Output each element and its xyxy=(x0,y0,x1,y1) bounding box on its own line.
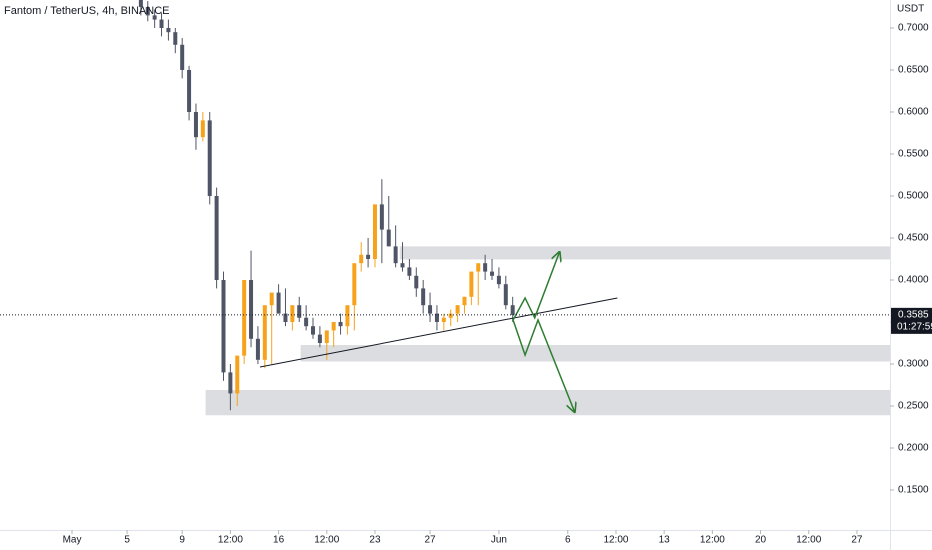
candle-body xyxy=(345,305,350,327)
candle-body xyxy=(496,275,501,285)
trendline xyxy=(259,297,618,368)
candle-body xyxy=(187,69,192,112)
candle-body xyxy=(166,27,171,33)
x-tick-label: 12:00 xyxy=(603,535,628,546)
last-price-box xyxy=(891,307,932,334)
candle-body xyxy=(366,254,371,259)
candle-body xyxy=(483,263,488,272)
y-tick-label: 0.5000 xyxy=(898,191,929,202)
candle-body xyxy=(372,204,377,259)
candle-body xyxy=(242,279,247,356)
candle-body xyxy=(338,321,343,327)
candle-body xyxy=(311,326,316,335)
x-tick-label: 13 xyxy=(659,535,671,546)
x-tick-label: 16 xyxy=(273,535,285,546)
candle-body xyxy=(249,279,254,339)
candle-body xyxy=(228,372,233,394)
candle-body xyxy=(331,321,336,331)
candle-body xyxy=(407,267,412,276)
y-tick-label: 0.1500 xyxy=(898,485,929,496)
x-tick-label: 12:00 xyxy=(218,535,243,546)
candle-body xyxy=(276,292,281,314)
y-tick-label: 0.2500 xyxy=(898,401,929,412)
candle-body xyxy=(441,317,446,322)
candle-body xyxy=(304,317,309,327)
candle-body xyxy=(476,263,481,272)
y-tick-label: 0.3000 xyxy=(898,359,929,370)
x-tick-label: 6 xyxy=(565,535,571,546)
x-tick-label: Jun xyxy=(491,535,507,546)
y-tick-label: 0.4500 xyxy=(898,233,929,244)
candle-body xyxy=(138,0,143,7)
candle-body xyxy=(428,305,433,314)
y-tick-label: 0.6000 xyxy=(898,107,929,118)
x-tick-label: 5 xyxy=(124,535,130,546)
x-tick-label: 12:00 xyxy=(796,535,821,546)
candle-body xyxy=(200,120,205,138)
x-tick-label: 27 xyxy=(851,535,863,546)
candle-body xyxy=(221,279,226,373)
candle-body xyxy=(207,120,212,196)
candle-body xyxy=(359,254,364,264)
candle-body xyxy=(393,246,398,264)
x-tick-label: 23 xyxy=(369,535,381,546)
zone xyxy=(205,390,890,416)
zone xyxy=(300,345,890,362)
candle-body xyxy=(173,32,178,45)
candle-body xyxy=(462,296,467,306)
candle-body xyxy=(269,292,274,306)
candle-body xyxy=(297,305,302,318)
candle-body xyxy=(283,313,288,322)
y-tick-label: 0.5500 xyxy=(898,149,929,160)
candle-body xyxy=(255,338,260,360)
candle-body xyxy=(214,195,219,280)
candle-body xyxy=(455,305,460,314)
candle-body xyxy=(469,271,474,297)
candle-body xyxy=(352,263,357,306)
y-tick-label: 0.6500 xyxy=(898,65,929,76)
projection-arrow xyxy=(512,252,559,321)
y-axis-unit: USDT xyxy=(897,4,924,15)
countdown-label: 01:27:59 xyxy=(897,321,932,332)
candle-body xyxy=(386,229,391,247)
x-tick-label: 9 xyxy=(179,535,185,546)
candle-body xyxy=(379,204,384,230)
candle-body xyxy=(159,19,164,28)
candle-body xyxy=(152,15,157,20)
candle-body xyxy=(324,330,329,344)
candle-body xyxy=(503,284,508,306)
candle-body xyxy=(434,313,439,322)
candle-body xyxy=(262,305,267,360)
y-tick-label: 0.4000 xyxy=(898,275,929,286)
candle-body xyxy=(448,313,453,318)
candle-body xyxy=(490,271,495,276)
candle-body xyxy=(400,263,405,268)
y-tick-label: 0.7000 xyxy=(898,23,929,34)
last-price-label: 0.3585 xyxy=(898,309,929,320)
candle-body xyxy=(180,44,185,70)
candle-body xyxy=(510,305,515,315)
candle-body xyxy=(235,355,240,394)
projection-arrow xyxy=(512,317,575,412)
x-tick-label: 20 xyxy=(755,535,767,546)
x-tick-label: May xyxy=(63,535,82,546)
x-tick-label: 27 xyxy=(424,535,436,546)
candle-body xyxy=(414,275,419,289)
candle-body xyxy=(421,288,426,306)
plot-area xyxy=(138,0,890,416)
candle-body xyxy=(317,334,322,344)
zone xyxy=(399,246,890,260)
candle-body xyxy=(145,6,150,16)
candle-body xyxy=(193,111,198,138)
y-tick-label: 0.2000 xyxy=(898,443,929,454)
x-tick-label: 12:00 xyxy=(314,535,339,546)
x-tick-label: 12:00 xyxy=(700,535,725,546)
chart-title: Fantom / TetherUS, 4h, BINANCE xyxy=(4,5,169,17)
candle-body xyxy=(290,305,295,322)
